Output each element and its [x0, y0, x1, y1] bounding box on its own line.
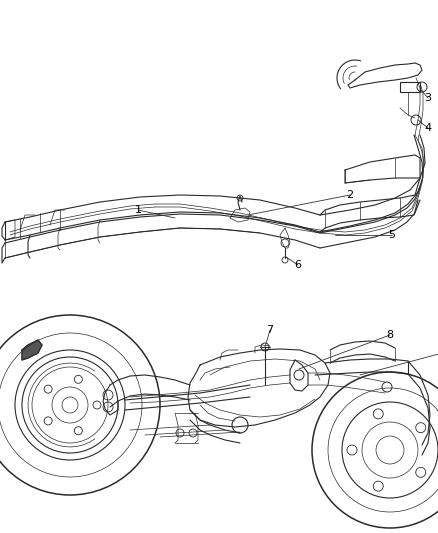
Text: 7: 7 — [266, 325, 274, 335]
Polygon shape — [22, 340, 42, 360]
Text: 8: 8 — [386, 330, 394, 340]
Text: 3: 3 — [424, 93, 431, 103]
Text: 2: 2 — [346, 190, 353, 200]
Text: 1: 1 — [134, 205, 141, 215]
FancyBboxPatch shape — [400, 82, 420, 92]
Text: 6: 6 — [294, 260, 301, 270]
Text: 5: 5 — [389, 230, 396, 240]
Text: 4: 4 — [424, 123, 431, 133]
